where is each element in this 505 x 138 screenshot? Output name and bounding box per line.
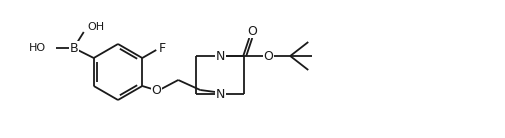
- Text: F: F: [159, 42, 166, 55]
- Text: O: O: [151, 83, 161, 96]
- Text: O: O: [263, 50, 273, 63]
- Text: B: B: [69, 42, 78, 55]
- Text: N: N: [215, 50, 225, 63]
- Text: O: O: [247, 25, 257, 38]
- Text: HO: HO: [29, 43, 45, 53]
- Text: OH: OH: [87, 22, 105, 32]
- Text: N: N: [215, 87, 225, 100]
